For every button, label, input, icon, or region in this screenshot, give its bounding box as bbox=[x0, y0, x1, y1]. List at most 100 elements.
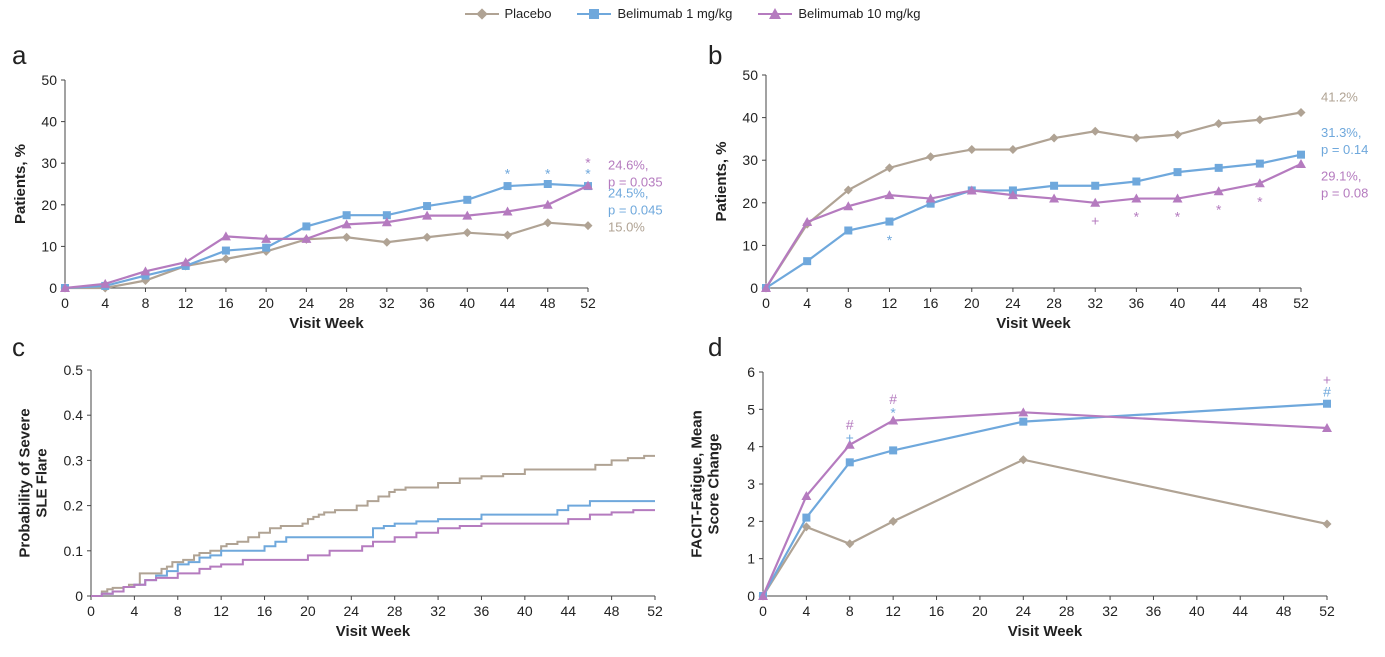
significance-marker-b-5: * bbox=[1257, 194, 1263, 210]
x-tick-label-b-0: 0 bbox=[762, 295, 770, 311]
data-point-a-belimumab-1-mg-kg-32 bbox=[382, 211, 391, 220]
x-tick-label-a-0: 0 bbox=[61, 295, 69, 311]
data-point-a-belimumab-1-mg-kg-40 bbox=[463, 195, 472, 204]
data-point-d-placebo-12 bbox=[888, 516, 898, 526]
end-label-b-2-0: 29.1%, bbox=[1321, 169, 1361, 184]
end-label-a-2-0: 15.0% bbox=[608, 219, 645, 234]
data-point-b-placebo-48 bbox=[1255, 115, 1265, 125]
x-axis-label-c: Visit Week bbox=[336, 623, 411, 640]
data-point-d-belimumab-10-mg-kg-4 bbox=[801, 490, 812, 500]
data-point-a-belimumab-10-mg-kg-4 bbox=[100, 278, 111, 288]
series-line-b-belimumab-10-mg-kg bbox=[765, 163, 1302, 289]
legend-label-belimumab-10: Belimumab 10 mg/kg bbox=[798, 6, 921, 21]
data-point-b-belimumab-1-mg-kg-12 bbox=[885, 217, 894, 226]
x-tick-label-d-36: 36 bbox=[1146, 603, 1162, 619]
y-tick-label-d-6: 6 bbox=[747, 364, 755, 380]
data-point-a-belimumab-1-mg-kg-8 bbox=[141, 271, 150, 280]
data-point-b-belimumab-10-mg-kg-32 bbox=[1090, 197, 1101, 207]
y-axis-label-d-line-1: Score Change bbox=[706, 434, 723, 535]
x-tick-label-d-8: 8 bbox=[846, 603, 854, 619]
x-tick-label-b-44: 44 bbox=[1211, 295, 1227, 311]
end-label-b-1-0: 31.3%, bbox=[1321, 125, 1361, 140]
x-tick-label-a-8: 8 bbox=[142, 295, 150, 311]
data-point-b-belimumab-10-mg-kg-12 bbox=[884, 190, 895, 200]
x-tick-label-d-52: 52 bbox=[1319, 603, 1335, 619]
legend-label-placebo: Placebo bbox=[504, 6, 552, 21]
legend-label-belimumab-1: Belimumab 1 mg/kg bbox=[617, 6, 733, 21]
data-point-b-belimumab-1-mg-kg-48 bbox=[1255, 159, 1264, 168]
data-point-b-placebo-12 bbox=[884, 163, 894, 173]
x-tick-label-d-32: 32 bbox=[1102, 603, 1118, 619]
data-point-a-placebo-16 bbox=[221, 254, 231, 264]
series-line-c-belimumab-1-mg-kg bbox=[91, 500, 655, 597]
x-tick-label-a-12: 12 bbox=[178, 295, 194, 311]
x-tick-label-c-48: 48 bbox=[604, 603, 620, 619]
x-tick-label-b-36: 36 bbox=[1129, 295, 1145, 311]
panel-letter-d: d bbox=[708, 332, 723, 362]
data-point-a-belimumab-1-mg-kg-28 bbox=[342, 211, 351, 220]
data-point-d-placebo-52 bbox=[1322, 519, 1332, 529]
data-point-b-belimumab-1-mg-kg-32 bbox=[1091, 181, 1100, 190]
x-tick-label-b-4: 4 bbox=[803, 295, 811, 311]
x-tick-label-c-12: 12 bbox=[213, 603, 229, 619]
x-tick-label-d-20: 20 bbox=[972, 603, 988, 619]
x-tick-label-a-20: 20 bbox=[258, 295, 274, 311]
x-tick-label-d-16: 16 bbox=[929, 603, 945, 619]
x-tick-label-a-24: 24 bbox=[299, 295, 315, 311]
chart-panel-c: 0 4 8 12 16 20 24 28 32 36 40 44 48 5200.10.20.30.40.… bbox=[17, 362, 663, 640]
x-tick-label-c-52: 52 bbox=[647, 603, 663, 619]
panel-letter-b: b bbox=[708, 40, 723, 70]
y-axis-label-a: Patients, % bbox=[12, 144, 29, 224]
series-line-c-belimumab-10-mg-kg bbox=[91, 509, 655, 597]
y-tick-label-d-4: 4 bbox=[747, 439, 755, 455]
x-tick-label-c-24: 24 bbox=[344, 603, 360, 619]
data-point-b-belimumab-1-mg-kg-4 bbox=[803, 257, 812, 266]
y-tick-label-c-5: 0.5 bbox=[64, 362, 84, 378]
significance-marker-d-0: # bbox=[846, 416, 854, 432]
significance-marker-b-4: * bbox=[1216, 202, 1222, 218]
data-point-b-belimumab-10-mg-kg-0 bbox=[761, 283, 771, 292]
x-tick-label-b-52: 52 bbox=[1293, 295, 1309, 311]
data-point-b-placebo-28 bbox=[1049, 133, 1059, 143]
x-tick-label-b-28: 28 bbox=[1046, 295, 1062, 311]
series-line-d-placebo bbox=[762, 458, 1328, 597]
x-tick-label-a-36: 36 bbox=[419, 295, 435, 311]
significance-marker-b-0: * bbox=[887, 232, 893, 248]
data-point-b-belimumab-10-mg-kg-28 bbox=[1049, 193, 1060, 203]
data-point-a-belimumab-1-mg-kg-20 bbox=[262, 243, 271, 252]
series-line-b-placebo bbox=[765, 111, 1302, 289]
data-point-a-belimumab-1-mg-kg-44 bbox=[503, 182, 512, 191]
data-point-a-placebo-36 bbox=[422, 232, 432, 242]
x-tick-label-c-16: 16 bbox=[257, 603, 273, 619]
y-tick-label-d-3: 3 bbox=[747, 476, 755, 492]
x-tick-label-c-8: 8 bbox=[174, 603, 182, 619]
x-tick-label-a-52: 52 bbox=[580, 295, 596, 311]
y-tick-label-d-5: 5 bbox=[747, 401, 755, 417]
data-point-a-placebo-44 bbox=[503, 230, 513, 240]
y-tick-label-b-4: 40 bbox=[742, 110, 758, 126]
y-tick-label-c-2: 0.2 bbox=[64, 498, 84, 514]
data-point-d-belimumab-10-mg-kg-52 bbox=[1322, 423, 1332, 432]
x-tick-label-b-8: 8 bbox=[844, 295, 852, 311]
series-line-a-placebo bbox=[65, 221, 589, 290]
series-line-b-belimumab-1-mg-kg bbox=[765, 153, 1302, 289]
y-tick-label-c-1: 0.1 bbox=[64, 543, 84, 559]
y-tick-label-c-0: 0 bbox=[75, 588, 83, 604]
data-point-b-belimumab-1-mg-kg-36 bbox=[1132, 177, 1141, 186]
x-tick-label-b-16: 16 bbox=[923, 295, 939, 311]
data-point-a-belimumab-10-mg-kg-40 bbox=[462, 210, 473, 220]
data-point-a-belimumab-10-mg-kg-12 bbox=[180, 257, 191, 267]
data-point-b-belimumab-10-mg-kg-40 bbox=[1172, 193, 1183, 203]
panel-letter-c: c bbox=[12, 332, 25, 362]
data-point-d-belimumab-1-mg-kg-52 bbox=[1323, 399, 1331, 408]
data-point-a-placebo-32 bbox=[382, 237, 392, 247]
data-point-b-belimumab-10-mg-kg-24 bbox=[1007, 190, 1018, 200]
data-point-b-belimumab-1-mg-kg-52 bbox=[1297, 150, 1305, 159]
x-tick-label-c-0: 0 bbox=[87, 603, 95, 619]
x-tick-label-c-40: 40 bbox=[517, 603, 533, 619]
data-point-a-belimumab-10-mg-kg-48 bbox=[542, 199, 553, 209]
data-point-b-belimumab-1-mg-kg-8 bbox=[844, 226, 853, 235]
legend-swatch-placebo bbox=[464, 7, 499, 20]
x-tick-label-c-20: 20 bbox=[300, 603, 316, 619]
legend-item-belimumab-10: Belimumab 10 mg/kg bbox=[758, 6, 921, 21]
